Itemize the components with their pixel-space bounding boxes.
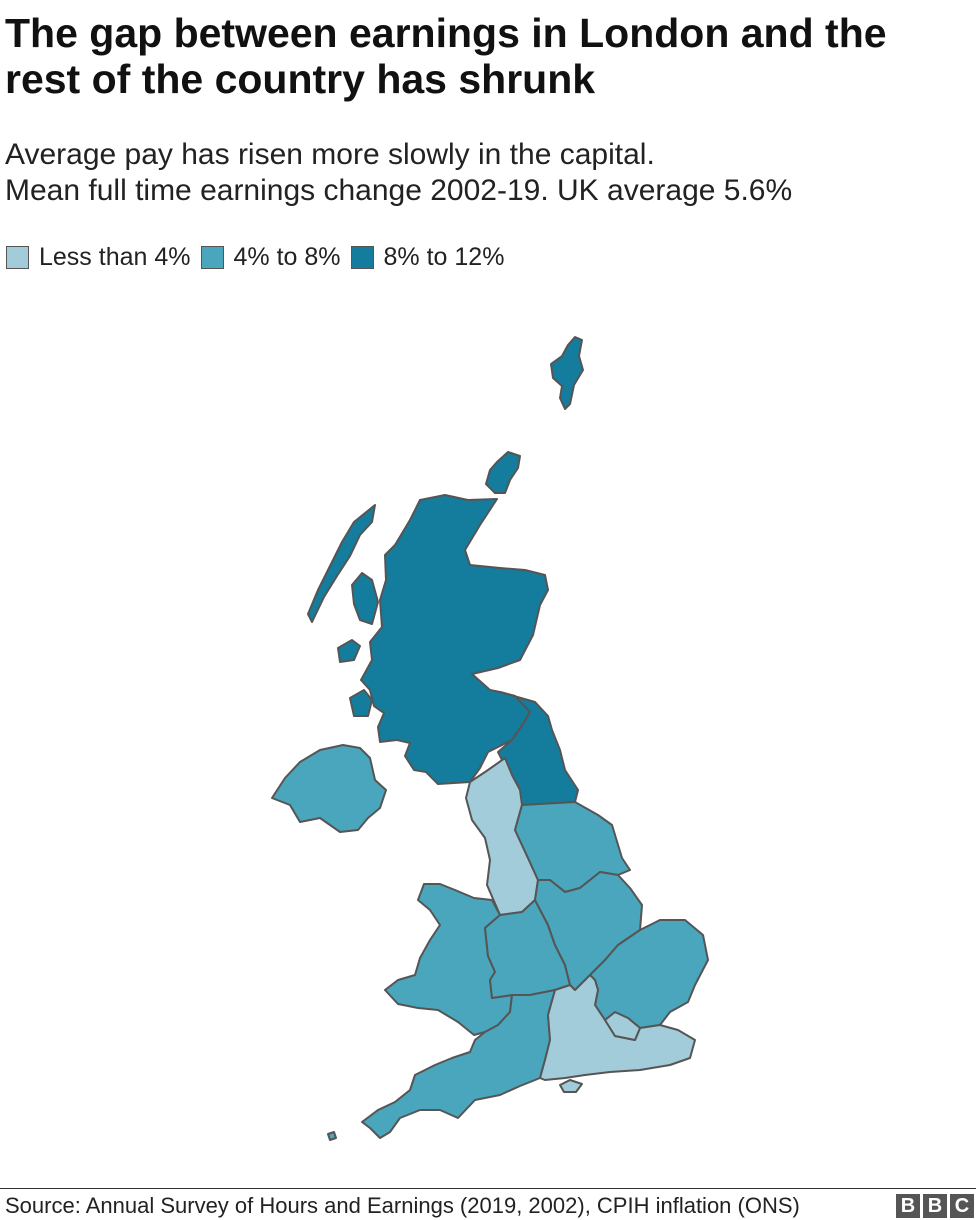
region-scotland-orkney xyxy=(485,451,521,494)
legend-item-mid: 4% to 8% xyxy=(200,243,341,272)
legend-label-high: 8% to 12% xyxy=(383,243,505,271)
region-scotland-mull xyxy=(337,639,361,663)
uk-region-map xyxy=(271,336,709,1141)
region-scotland-hebrides xyxy=(307,504,376,623)
bbc-logo-letter-1: B xyxy=(896,1194,920,1218)
chart-subtitle: Average pay has risen more slowly in the… xyxy=(5,137,965,209)
bbc-logo-letter-3: C xyxy=(950,1194,974,1218)
chart-title: The gap between earnings in London and t… xyxy=(5,10,887,102)
legend-item-low: Less than 4% xyxy=(6,243,191,272)
region-south-west-scilly xyxy=(327,1131,337,1141)
region-london xyxy=(604,1011,641,1041)
subtitle-line-1: Average pay has risen more slowly in the… xyxy=(5,138,655,171)
legend-swatch-high xyxy=(350,246,374,269)
source-note: Source: Annual Survey of Hours and Earni… xyxy=(5,1193,800,1218)
legend-label-mid: 4% to 8% xyxy=(233,243,341,271)
footer: Source: Annual Survey of Hours and Earni… xyxy=(0,1188,976,1220)
legend-swatch-low xyxy=(6,246,29,269)
legend-item-high: 8% to 12% xyxy=(350,243,505,272)
subtitle-line-2: Mean full time earnings change 2002-19. … xyxy=(5,174,793,207)
region-northern-ireland xyxy=(271,744,387,833)
region-scotland-islay xyxy=(349,689,373,717)
legend: Less than 4% 4% to 8% 8% to 12% xyxy=(6,243,514,272)
region-scotland-skye xyxy=(351,572,379,625)
region-south-east xyxy=(539,974,696,1081)
legend-label-low: Less than 4% xyxy=(39,243,191,271)
region-scotland-shetland xyxy=(550,336,584,410)
region-south-east-isle-of-wight xyxy=(559,1079,583,1093)
bbc-logo: B B C xyxy=(893,1194,974,1218)
bbc-logo-letter-2: B xyxy=(923,1194,947,1218)
legend-swatch-mid xyxy=(200,246,224,269)
